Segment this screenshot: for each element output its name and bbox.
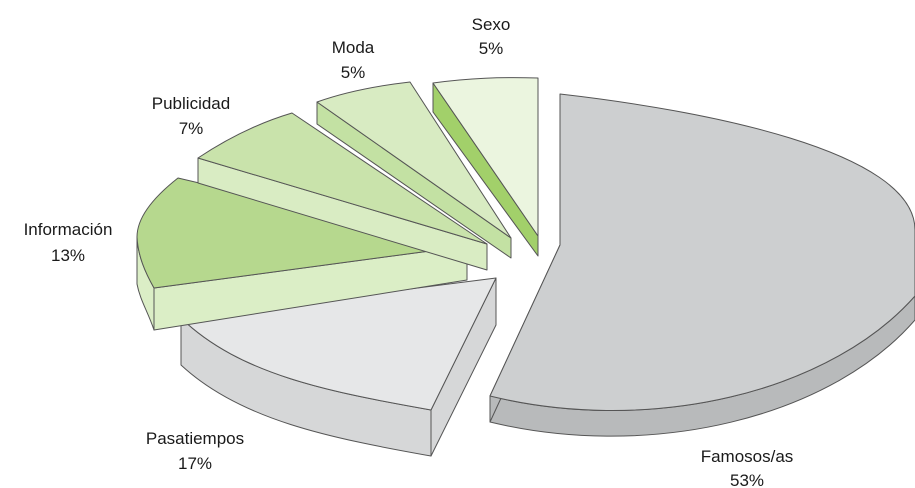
slice-moda <box>316 81 512 259</box>
label-publicidad-name: Publicidad <box>152 94 230 113</box>
slice-sexo-face <box>432 77 539 237</box>
slice-publicidad-face <box>197 112 488 245</box>
label-informacion-name: Información <box>24 220 113 239</box>
slice-sexo <box>432 77 539 257</box>
label-publicidad-value: 7% <box>179 119 204 138</box>
label-moda-value: 5% <box>341 63 366 82</box>
label-sexo-value: 5% <box>479 39 504 58</box>
label-moda-name: Moda <box>332 38 375 57</box>
slice-famosos-face <box>489 93 915 412</box>
slice-informacion <box>136 177 468 331</box>
label-pasatiempos-name: Pasatiempos <box>146 429 244 448</box>
slice-informacion-face <box>136 177 468 289</box>
slice-moda-face <box>316 81 512 239</box>
label-informacion-value: 13% <box>51 246 85 265</box>
label-famosos-value: 53% <box>730 471 764 488</box>
slice-famosos <box>489 93 915 437</box>
label-famosos-name: Famosos/as <box>701 447 794 466</box>
label-pasatiempos-value: 17% <box>178 454 212 473</box>
slice-publicidad <box>197 112 488 271</box>
label-sexo-name: Sexo <box>472 15 511 34</box>
